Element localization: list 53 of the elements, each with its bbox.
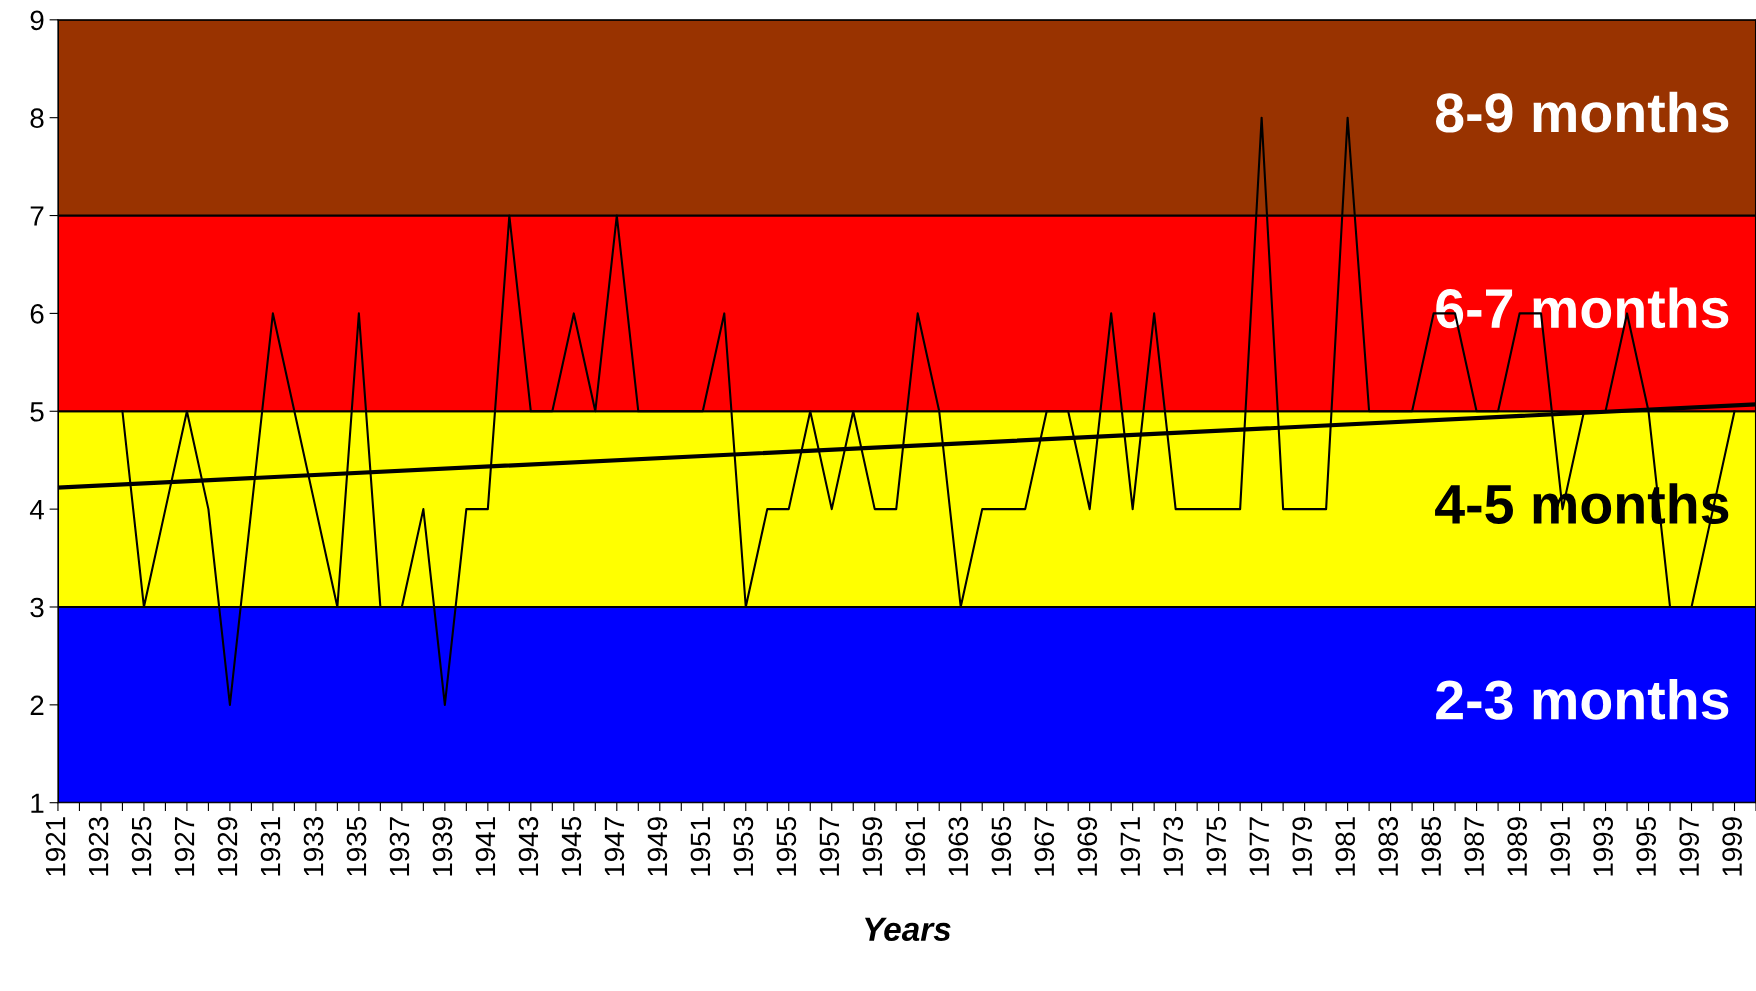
x-tick-label: 1927 (174, 817, 195, 876)
x-tick-label: 1991 (1550, 817, 1571, 876)
x-tick-label: 1983 (1378, 817, 1399, 876)
x-tick-label: 1971 (1120, 817, 1141, 876)
y-tick-label: 4 (29, 500, 44, 520)
x-tick-label: 1997 (1679, 817, 1699, 876)
x-tick-label: 1961 (905, 817, 926, 876)
x-tick-label: 1975 (1206, 817, 1227, 876)
x-tick-label: 1943 (518, 817, 539, 876)
x-tick-label: 1985 (1421, 817, 1442, 876)
y-tick-label: 3 (30, 597, 44, 618)
x-tick-label: 1981 (1335, 817, 1356, 876)
band-label: 6-7 months (1436, 287, 1729, 329)
x-tick-label: 1959 (862, 817, 883, 876)
x-tick-label: 1947 (604, 817, 625, 876)
y-tick-label: 2 (30, 695, 44, 715)
x-tick-label: 1945 (561, 817, 582, 876)
x-tick-label: 1979 (1292, 817, 1313, 876)
x-tick-label: 1937 (389, 817, 410, 876)
x-tick-label: 1987 (1464, 817, 1485, 876)
y-tick-label: 7 (30, 206, 44, 226)
x-tick-label: 1931 (260, 817, 281, 876)
x-tick-label: 1949 (647, 817, 668, 876)
x-tick-label: 1951 (690, 817, 711, 876)
x-tick-label: 1939 (432, 817, 453, 876)
y-tick-label: 6 (30, 304, 44, 324)
x-tick-label: 1995 (1636, 817, 1656, 876)
x-axis-title: Years (864, 917, 951, 942)
band-label: 8-9 months (1435, 91, 1729, 133)
y-tick-label: 8 (30, 108, 44, 129)
y-tick-label: 1 (31, 793, 44, 813)
y-tick-label: 5 (30, 402, 44, 422)
x-tick-label: 1969 (1077, 817, 1098, 876)
x-tick-label: 1923 (88, 817, 109, 876)
y-tick-label: 9 (30, 10, 44, 31)
x-tick-label: 1953 (733, 817, 754, 876)
x-tick-label: 1993 (1593, 817, 1613, 876)
x-tick-label: 1957 (819, 817, 840, 876)
x-tick-label: 1965 (991, 817, 1012, 876)
x-tick-label: 1963 (948, 817, 969, 876)
x-tick-label: 1989 (1507, 817, 1528, 876)
x-tick-label: 1925 (131, 817, 152, 876)
x-tick-label: 1955 (776, 817, 797, 876)
x-tick-label: 1941 (475, 817, 496, 876)
x-tick-label: 1921 (45, 817, 66, 876)
x-tick-label: 1929 (217, 817, 238, 876)
x-tick-label: 1973 (1163, 817, 1184, 876)
x-tick-label: 1967 (1034, 817, 1055, 876)
x-tick-label: 1935 (346, 817, 367, 876)
band-label: 2-3 months (1436, 678, 1729, 720)
x-tick-label: 1933 (303, 817, 324, 876)
x-tick-label: 1977 (1249, 817, 1270, 876)
x-tick-label: 1999 (1722, 817, 1742, 876)
